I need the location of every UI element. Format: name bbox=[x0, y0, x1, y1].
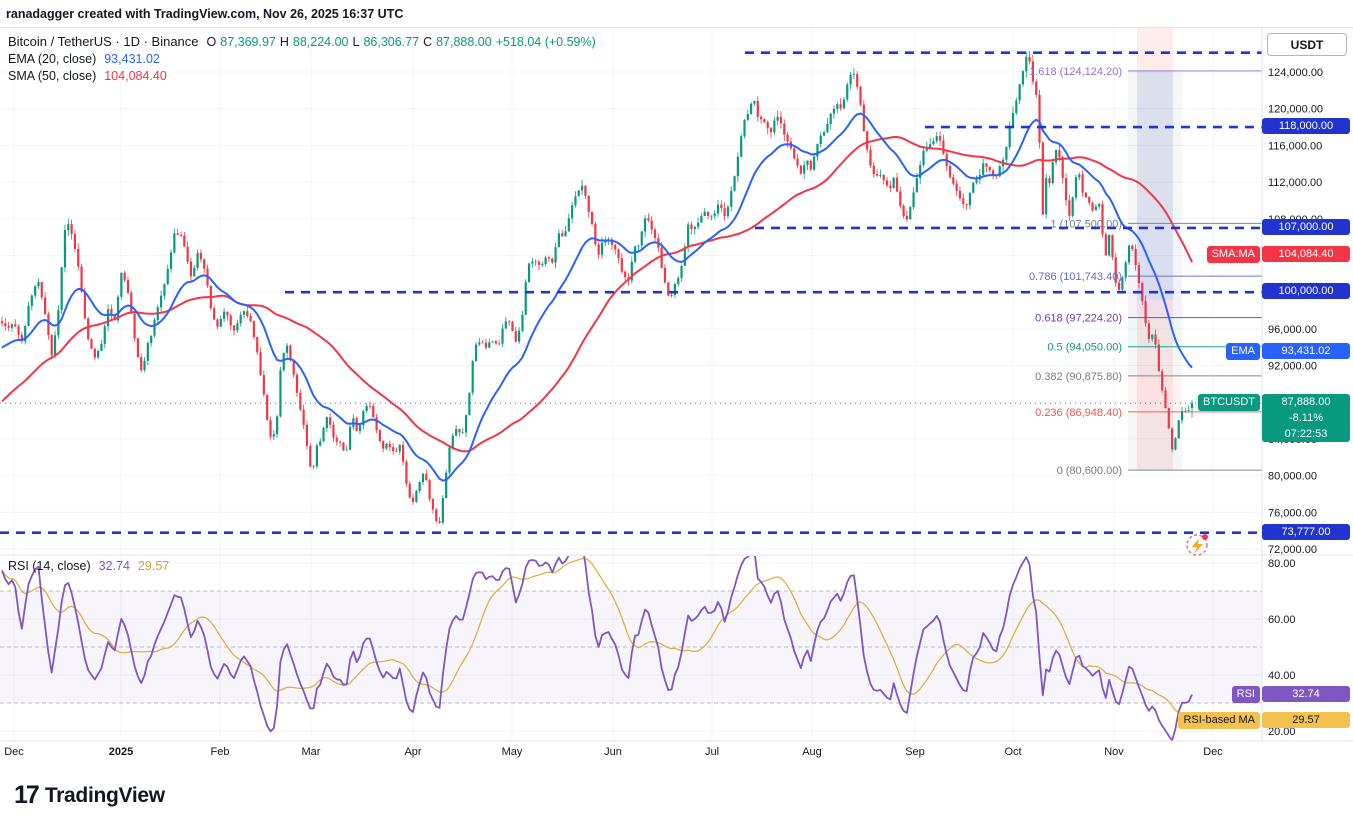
open-label: O bbox=[206, 35, 217, 49]
svg-text:124,000.00: 124,000.00 bbox=[1268, 67, 1323, 79]
currency-unit-button[interactable]: USDT bbox=[1267, 33, 1347, 56]
price-chart: 1.618 (124,124.20) 1 (107,500.00) 0.786 (1… bbox=[0, 28, 1353, 765]
chart-area: 1.618 (124,124.20) 1 (107,500.00) 0.786 (1… bbox=[0, 28, 1353, 765]
ema-legend-value: 93,431.02 bbox=[104, 52, 160, 66]
svg-text:112,000.00: 112,000.00 bbox=[1268, 177, 1322, 189]
fib-label-0.382: 0.382 (90,875.80) bbox=[1035, 371, 1122, 383]
rsi-legend-value: 32.74 bbox=[98, 559, 130, 573]
rsi-legend-label[interactable]: RSI (14, close) bbox=[8, 559, 91, 573]
fib-label-1.618: 1.618 (124,124.20) bbox=[1029, 66, 1122, 78]
sma-line bbox=[1, 136, 1193, 453]
svg-text:Apr: Apr bbox=[404, 746, 421, 758]
symbol-title[interactable]: Bitcoin / TetherUS · 1D · Binance bbox=[8, 34, 199, 49]
rsi-ma-legend-value: 29.57 bbox=[137, 559, 170, 573]
close-label: C bbox=[423, 35, 433, 49]
rsi-value-badge-tag: RSI bbox=[1231, 686, 1260, 704]
fib-label-0.618: 0.618 (97,224.20) bbox=[1035, 313, 1122, 325]
tradingview-logo-icon[interactable]: 17 bbox=[14, 781, 40, 809]
svg-text:116,000.00: 116,000.00 bbox=[1268, 140, 1322, 152]
rsi-ma-line bbox=[1, 557, 1193, 718]
attribution-bar: ranadagger created with TradingView.com,… bbox=[0, 0, 1353, 28]
tradingview-brand-text[interactable]: TradingView bbox=[44, 783, 165, 807]
candles-layer bbox=[0, 50, 1194, 525]
svg-text:80.00: 80.00 bbox=[1268, 558, 1296, 570]
sma-legend-label[interactable]: SMA (50, close) bbox=[8, 69, 97, 83]
svg-text:2025: 2025 bbox=[109, 746, 133, 758]
svg-text:92,000.00: 92,000.00 bbox=[1268, 361, 1317, 373]
fib-label-0.236: 0.236 (86,948.40) bbox=[1035, 407, 1122, 419]
svg-text:Mar: Mar bbox=[302, 746, 321, 758]
open-value: 87,369.97 bbox=[220, 35, 276, 49]
rsi-ma-value-badge-tag: RSI-based MA bbox=[1178, 712, 1260, 730]
svg-text:Aug: Aug bbox=[802, 746, 822, 758]
svg-text:Dec: Dec bbox=[4, 746, 24, 758]
ema-line bbox=[1, 112, 1193, 482]
high-label: H bbox=[279, 35, 289, 49]
symbol-price-badge-tag: BTCUSDT bbox=[1198, 394, 1260, 412]
svg-text:20.00: 20.00 bbox=[1268, 726, 1296, 738]
trend-lines[interactable] bbox=[0, 51, 1262, 534]
svg-text:Sep: Sep bbox=[905, 746, 925, 758]
ohlc-values: O 87,369.97 H 88,224.00 L 86,306.77 C 87… bbox=[207, 34, 596, 50]
fib-label-0.786: 0.786 (101,743.40) bbox=[1029, 271, 1122, 283]
time-axis-labels[interactable]: Dec 2025 Feb Mar Apr May Jun Jul Aug Sep Oct Nov Dec bbox=[4, 746, 1223, 758]
svg-text:60.00: 60.00 bbox=[1268, 614, 1296, 626]
fib-label-0: 0 (80,600.00) bbox=[1057, 465, 1122, 477]
rsi-band bbox=[0, 590, 1262, 704]
price-line-badge-107000[interactable]: 107,000.00 bbox=[1262, 218, 1350, 235]
sma-legend-value: 104,084.40 bbox=[104, 69, 167, 83]
low-value: 86,306.77 bbox=[363, 35, 420, 49]
svg-text:May: May bbox=[502, 746, 523, 758]
main-legend: Bitcoin / TetherUS · 1D · Binance O 87,3… bbox=[8, 34, 596, 85]
low-label: L bbox=[352, 35, 360, 49]
fib-label-1: 1 (107,500.00) bbox=[1050, 218, 1122, 230]
fib-retracement[interactable]: 1.618 (124,124.20) 1 (107,500.00) 0.786 (1… bbox=[1029, 66, 1262, 477]
fib-label-0.5: 0.5 (94,050.00) bbox=[1047, 342, 1122, 354]
price-line-badge-118000[interactable]: 118,000.00 bbox=[1262, 118, 1350, 135]
rsi-ma-value-badge: RSI-based MA 29.57 bbox=[1178, 712, 1350, 730]
svg-text:Feb: Feb bbox=[211, 746, 230, 758]
svg-text:Oct: Oct bbox=[1004, 746, 1021, 758]
ema-value-badge: EMA 93,431.02 bbox=[1226, 343, 1350, 361]
sma-value-badge-tag: SMA:MA bbox=[1206, 245, 1260, 263]
svg-text:76,000.00: 76,000.00 bbox=[1268, 507, 1317, 519]
highlight-band bbox=[1137, 28, 1173, 471]
symbol-price-badge: BTCUSDT 87,888.00 -8.11% 07:22:53 bbox=[1198, 394, 1350, 443]
svg-text:Nov: Nov bbox=[1104, 746, 1124, 758]
change-value: +518.04 (+0.59%) bbox=[495, 35, 596, 49]
sma-value-badge: SMA:MA 104,084.40 bbox=[1206, 245, 1350, 263]
price-line-badge-100000[interactable]: 100,000.00 bbox=[1262, 283, 1350, 300]
ema-legend-label[interactable]: EMA (20, close) bbox=[8, 52, 97, 66]
svg-text:Dec: Dec bbox=[1203, 746, 1223, 758]
close-value: 87,888.00 bbox=[436, 35, 492, 49]
svg-text:96,000.00: 96,000.00 bbox=[1268, 324, 1317, 336]
svg-text:72,000.00: 72,000.00 bbox=[1268, 544, 1317, 556]
ema-value-badge-tag: EMA bbox=[1226, 343, 1260, 361]
svg-text:120,000.00: 120,000.00 bbox=[1268, 104, 1323, 116]
footer: 17 TradingView bbox=[0, 765, 1353, 826]
rsi-value-badge: RSI 32.74 bbox=[1231, 686, 1350, 704]
svg-text:40.00: 40.00 bbox=[1268, 670, 1296, 682]
high-value: 88,224.00 bbox=[292, 35, 349, 49]
svg-text:80,000.00: 80,000.00 bbox=[1268, 471, 1317, 483]
svg-text:Jul: Jul bbox=[705, 746, 719, 758]
svg-text:Jun: Jun bbox=[604, 746, 622, 758]
flash-icon[interactable] bbox=[1186, 534, 1208, 556]
rsi-line bbox=[1, 556, 1193, 741]
rsi-legend: RSI (14, close) 32.74 29.57 bbox=[8, 559, 169, 573]
price-line-badge-73777[interactable]: 73,777.00 bbox=[1262, 523, 1350, 540]
attribution-text: ranadagger created with TradingView.com,… bbox=[6, 6, 404, 21]
